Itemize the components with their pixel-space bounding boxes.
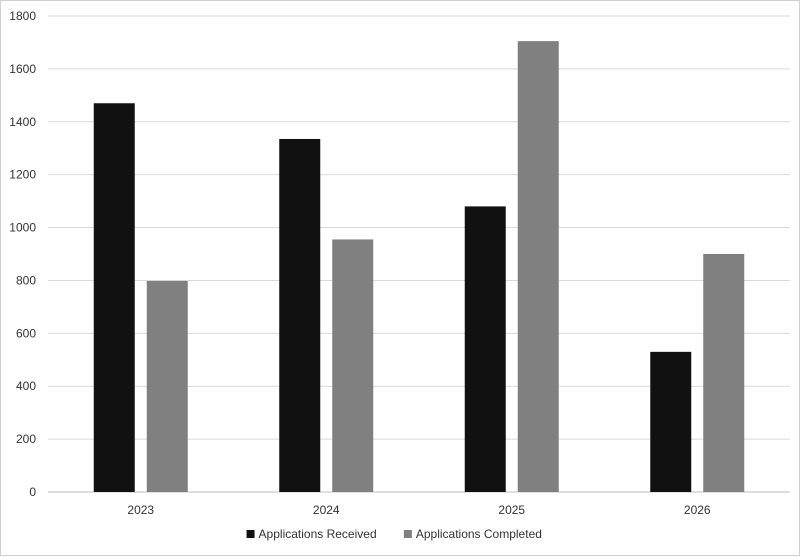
x-axis: 2023 2024 2025 2026 (127, 503, 711, 517)
bar-applications-completed-2024 (332, 239, 374, 492)
bar-applications-completed-2025 (517, 41, 559, 492)
y-tick-label-400: 400 (16, 379, 36, 393)
bar-applications-received-2025 (464, 206, 506, 492)
y-tick-label-1800: 1800 (9, 9, 36, 23)
bar-applications-completed-2026 (703, 254, 745, 492)
x-tick-label-2025: 2025 (498, 503, 525, 517)
y-tick-label-200: 200 (16, 432, 36, 446)
legend-label-applications-received: Applications Received (259, 527, 377, 541)
x-tick-label-2023: 2023 (127, 503, 154, 517)
y-tick-label-600: 600 (16, 326, 36, 340)
y-axis: 0 200 400 600 800 1000 1200 1400 1600 1800 (9, 9, 36, 499)
legend: Applications Received Applications Comple… (246, 527, 542, 541)
bar-applications-received-2024 (279, 138, 321, 492)
bar-applications-received-2023 (93, 103, 135, 493)
bar-applications-completed-2023 (146, 280, 188, 492)
y-tick-label-1000: 1000 (9, 221, 36, 235)
y-tick-label-0: 0 (29, 485, 36, 499)
legend-swatch-applications-received (246, 530, 255, 538)
bars (93, 41, 745, 493)
x-tick-label-2026: 2026 (684, 503, 711, 517)
x-tick-label-2024: 2024 (313, 503, 340, 517)
y-tick-label-1600: 1600 (9, 62, 36, 76)
bar-applications-received-2026 (650, 351, 692, 492)
y-tick-label-1200: 1200 (9, 168, 36, 182)
y-tick-label-1400: 1400 (9, 115, 36, 129)
y-tick-label-800: 800 (16, 273, 36, 287)
legend-swatch-applications-completed (403, 530, 412, 538)
legend-label-applications-completed: Applications Completed (416, 527, 542, 541)
